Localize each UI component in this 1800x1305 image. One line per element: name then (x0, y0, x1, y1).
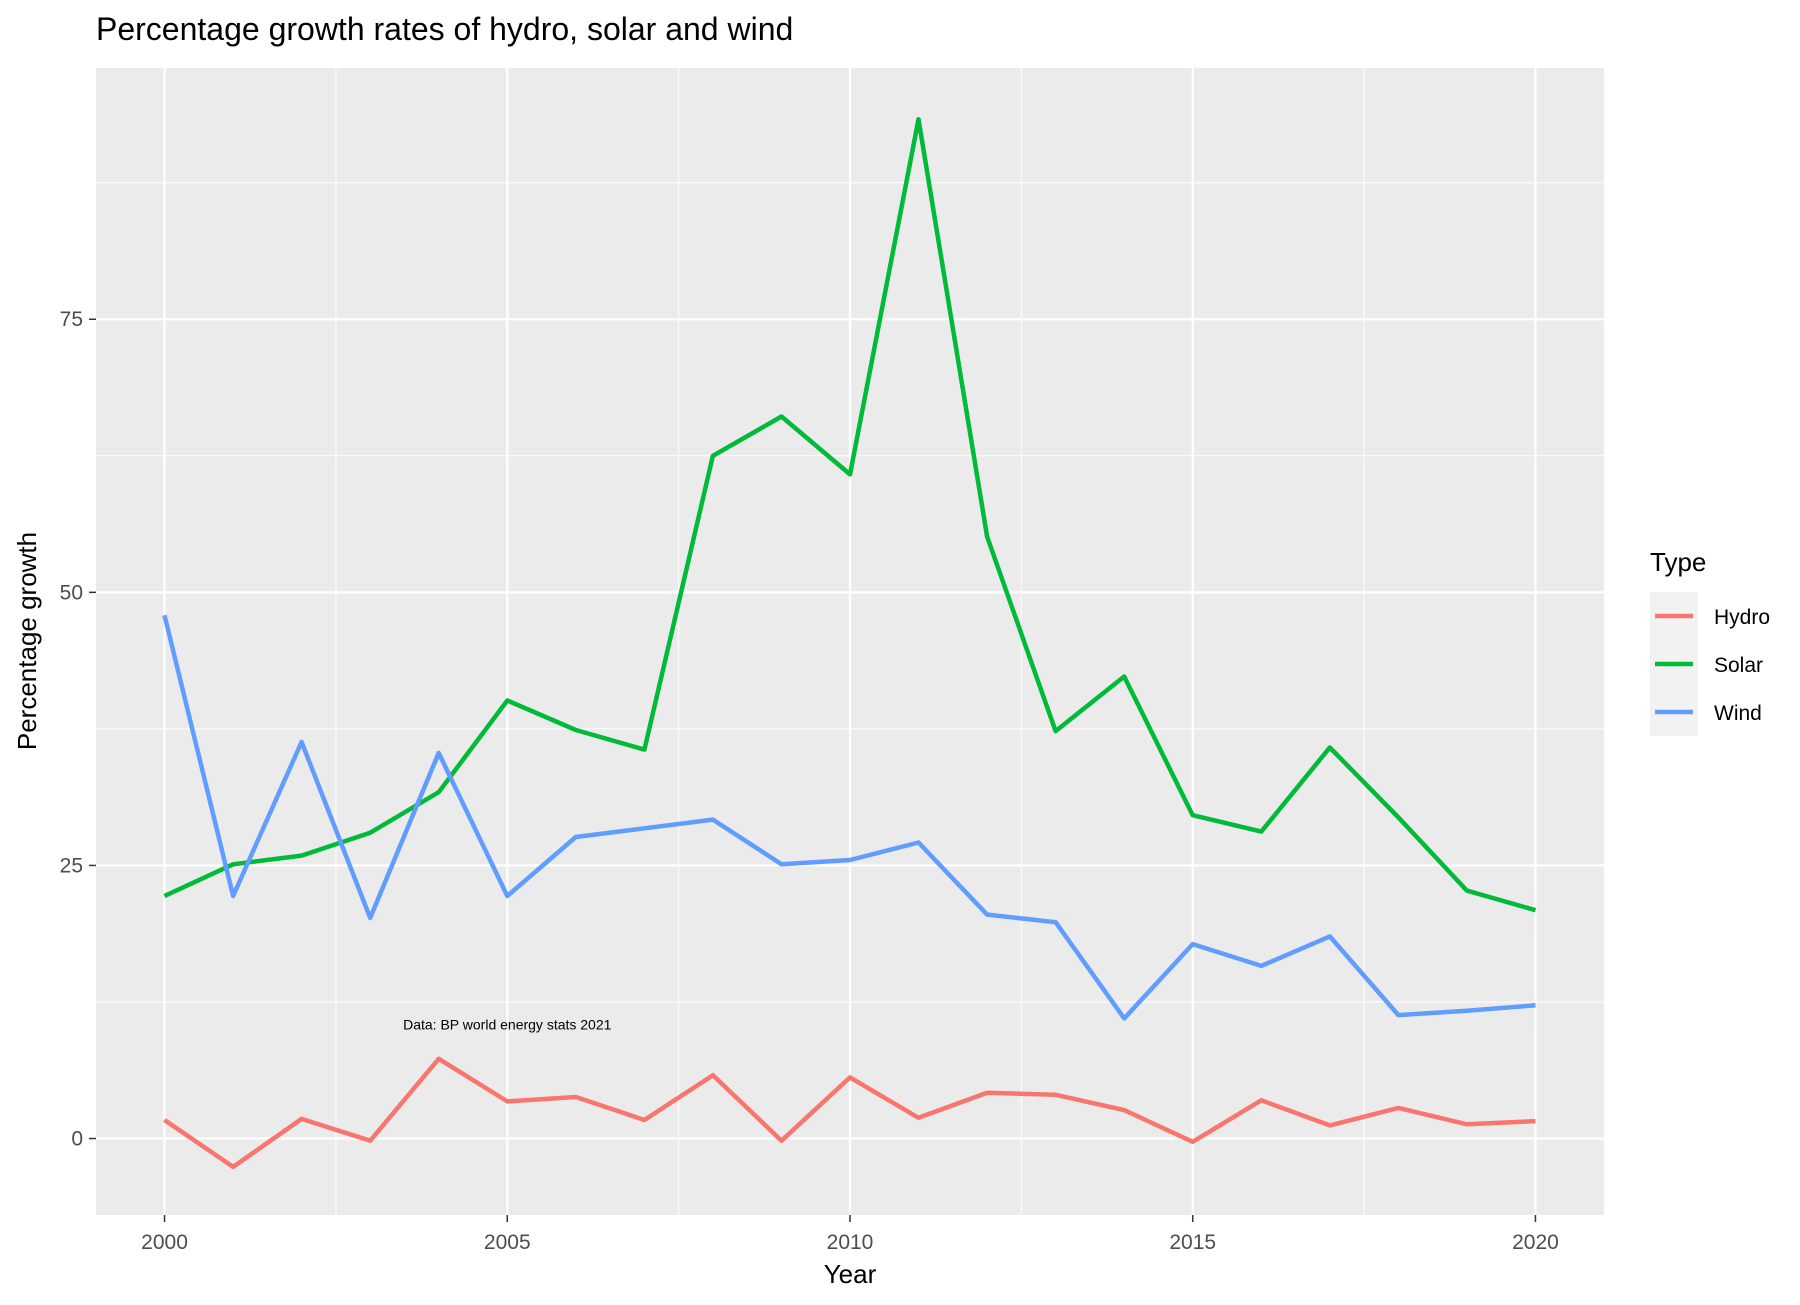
legend-title: Type (1650, 547, 1706, 577)
chart-title: Percentage growth rates of hydro, solar … (96, 11, 793, 47)
y-tick-label: 75 (60, 308, 83, 331)
legend-label-wind: Wind (1714, 702, 1762, 725)
chart-annotation: Data: BP world energy stats 2021 (403, 1016, 612, 1032)
x-tick-label: 2020 (1512, 1231, 1559, 1254)
series-layer (162, 117, 1537, 1170)
y-axis: 0 25 50 75 (60, 308, 96, 1151)
series-line-wind (162, 614, 1536, 1021)
x-axis-label: Year (824, 1259, 877, 1289)
y-axis-label: Percentage growth (12, 532, 42, 750)
legend-items: Hydro Solar Wind (1650, 592, 1770, 736)
legend-label-hydro: Hydro (1714, 606, 1770, 629)
x-tick-label: 2005 (484, 1231, 531, 1254)
legend-label-solar: Solar (1714, 654, 1763, 677)
x-tick-label: 2015 (1169, 1231, 1216, 1254)
y-tick-label: 50 (60, 581, 83, 604)
y-tick-label: 25 (60, 854, 83, 877)
legend: Type Hydro Solar Wind (1650, 547, 1770, 736)
x-axis: 2000 2005 2010 2015 2020 (141, 1215, 1559, 1254)
series-line-hydro (163, 1056, 1536, 1170)
grid-major (96, 68, 1604, 1215)
x-tick-label: 2000 (141, 1231, 188, 1254)
y-tick-label: 0 (71, 1128, 83, 1151)
series-line-solar (163, 117, 1537, 913)
x-tick-label: 2010 (827, 1231, 874, 1254)
